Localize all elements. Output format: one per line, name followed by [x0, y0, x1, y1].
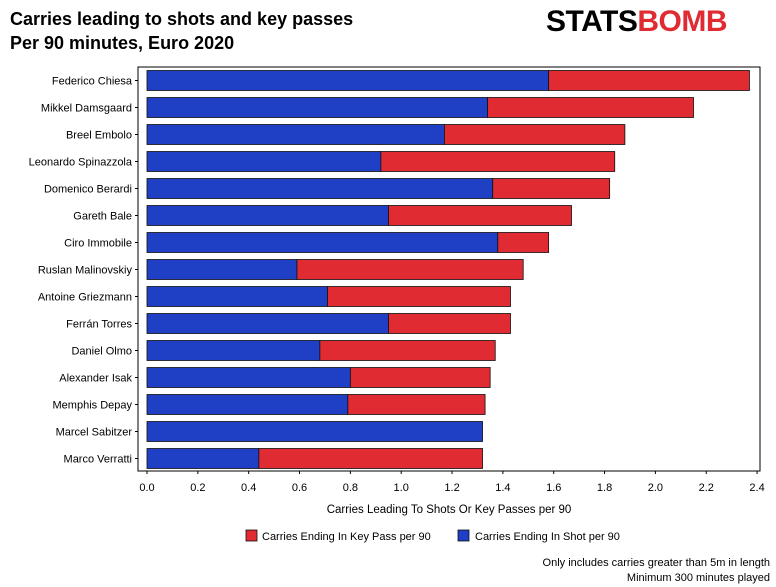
bar-keypass[interactable] — [380, 151, 616, 172]
bar-shot[interactable] — [146, 70, 550, 91]
bar-shot[interactable] — [146, 340, 321, 361]
bar-shot[interactable] — [146, 259, 298, 280]
y-tick-label: Marco Verratti — [64, 454, 132, 466]
bar-keypass[interactable] — [444, 124, 626, 145]
bar-keypass[interactable] — [388, 205, 572, 226]
x-tick-label: 0.2 — [190, 482, 205, 494]
bar-shot[interactable] — [146, 313, 389, 334]
bar-shot[interactable] — [146, 448, 260, 469]
y-tick-label: Daniel Olmo — [71, 346, 132, 358]
y-tick-label: Federico Chiesa — [52, 76, 133, 88]
bar-keypass[interactable] — [349, 367, 491, 388]
bar-keypass[interactable] — [548, 70, 750, 91]
y-tick-label: Gareth Bale — [73, 211, 132, 223]
footnote-carry-length: Only includes carries greater than 5m in… — [542, 557, 770, 569]
x-tick-label: 1.4 — [495, 482, 510, 494]
bar-shot[interactable] — [146, 232, 499, 253]
logo-part-bomb: BOMB — [637, 5, 728, 38]
bar-keypass[interactable] — [258, 448, 483, 469]
x-tick-label: 1.2 — [444, 482, 459, 494]
bar-keypass[interactable] — [347, 394, 486, 415]
y-tick-label: Alexander Isak — [59, 373, 132, 385]
bar-shot[interactable] — [146, 394, 349, 415]
y-tick-label: Mikkel Damsgaard — [41, 103, 132, 115]
x-tick-label: 2.2 — [699, 482, 714, 494]
bar-shot[interactable] — [146, 97, 489, 118]
y-tick-label: Memphis Depay — [53, 400, 133, 412]
x-tick-label: 0.0 — [139, 482, 154, 494]
bar-keypass[interactable] — [327, 286, 511, 307]
bar-shot[interactable] — [146, 151, 382, 172]
x-axis-label: Carries Leading To Shots Or Key Passes p… — [327, 504, 572, 516]
x-tick-label: 1.6 — [546, 482, 561, 494]
legend-keypass-swatch — [245, 529, 258, 542]
y-tick-label: Ciro Immobile — [64, 238, 132, 250]
legend-shot-swatch — [457, 529, 470, 542]
statsbomb-logo: STATSBOMB — [546, 5, 728, 39]
x-tick-label: 0.8 — [343, 482, 358, 494]
x-tick-label: 1.8 — [597, 482, 612, 494]
x-tick-label: 1.0 — [394, 482, 409, 494]
y-tick-label: Domenico Berardi — [44, 184, 132, 196]
bar-shot[interactable] — [146, 421, 483, 442]
x-tick-label: 0.6 — [292, 482, 307, 494]
bar-shot[interactable] — [146, 205, 389, 226]
bar-keypass[interactable] — [487, 97, 694, 118]
y-tick-label: Marcel Sabitzer — [56, 427, 133, 439]
y-tick-label: Ruslan Malinovskiy — [38, 265, 133, 277]
x-tick-label: 2.4 — [749, 482, 764, 494]
bar-keypass[interactable] — [319, 340, 496, 361]
legend-shot-label: Carries Ending In Shot per 90 — [475, 531, 620, 543]
bar-keypass[interactable] — [492, 178, 611, 199]
y-tick-label: Antoine Griezmann — [38, 292, 132, 304]
logo-part-stats: STATS — [546, 5, 638, 38]
bar-shot[interactable] — [146, 178, 494, 199]
legend-keypass-label: Carries Ending In Key Pass per 90 — [262, 531, 431, 543]
y-tick-label: Breel Embolo — [66, 130, 132, 142]
x-tick-label: 2.0 — [648, 482, 663, 494]
chart-title: Carries leading to shots and key passes — [10, 9, 354, 29]
bar-keypass[interactable] — [388, 313, 511, 334]
x-tick-label: 0.4 — [241, 482, 256, 494]
bar-keypass[interactable] — [296, 259, 524, 280]
bar-shot[interactable] — [146, 367, 351, 388]
bar-shot[interactable] — [146, 124, 445, 145]
y-tick-label: Leonardo Spinazzola — [29, 157, 133, 169]
footnote-minutes: Minimum 300 minutes played — [626, 572, 770, 584]
bar-shot[interactable] — [146, 286, 328, 307]
y-tick-label: Ferrán Torres — [66, 319, 132, 331]
chart-subtitle: Per 90 minutes, Euro 2020 — [10, 33, 235, 53]
bar-keypass[interactable] — [497, 232, 550, 253]
